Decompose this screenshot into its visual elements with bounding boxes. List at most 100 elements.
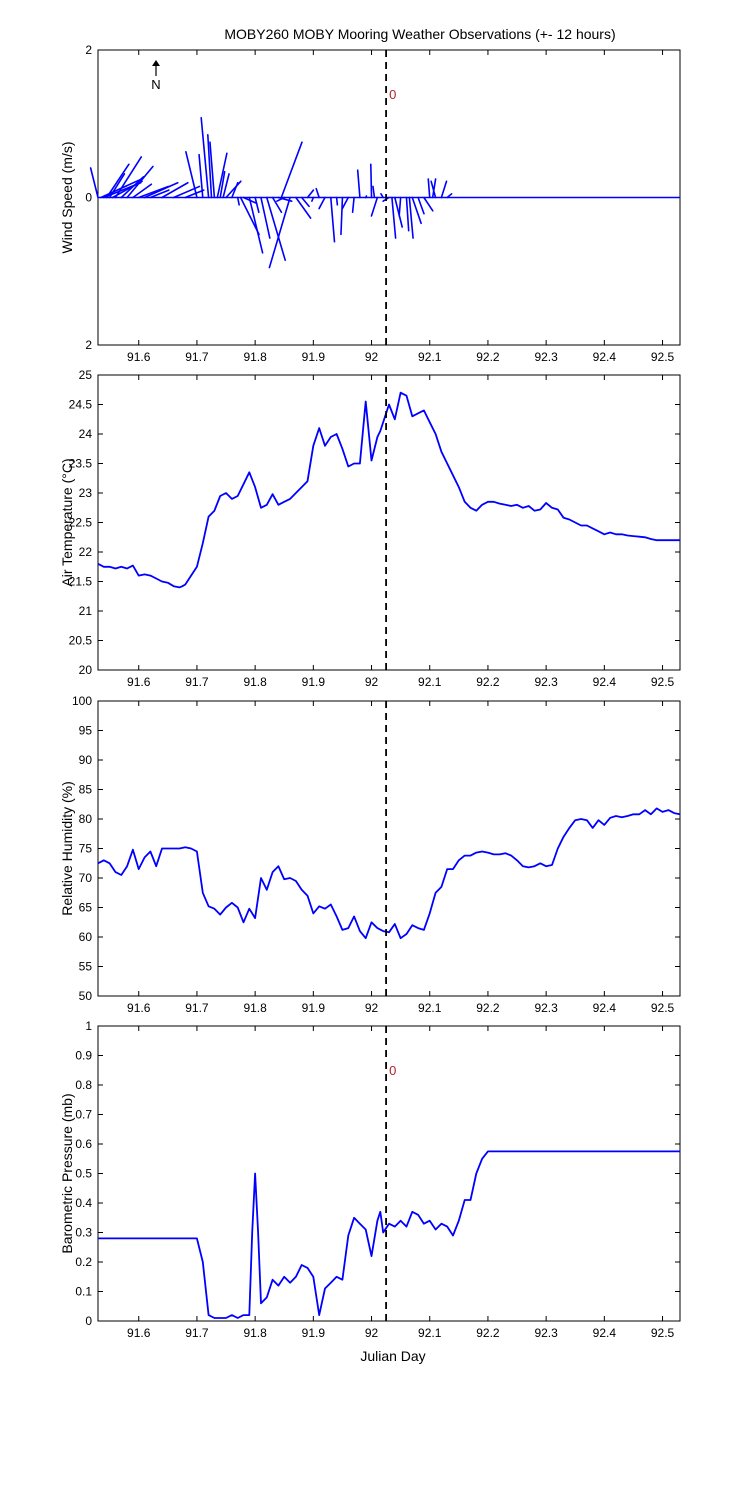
wind-stick: [417, 196, 425, 215]
x-tick-label: 91.9: [302, 1001, 326, 1015]
x-tick-label: 91.7: [185, 1326, 209, 1340]
wind-stick: [341, 196, 350, 210]
wind-stick: [423, 196, 434, 212]
wind-stick: [185, 150, 198, 199]
x-tick-label: 92.2: [476, 350, 500, 364]
wind-stick: [114, 156, 143, 199]
wind-stick: [137, 185, 170, 199]
panel-relative-humidity: 91.6 91.7 91.8 91.9 92 92.1 92.2 92.3 92.4 92.5 50…: [59, 694, 681, 1015]
wind-stick: [380, 193, 384, 199]
wind-stick: [260, 196, 271, 239]
panel-barometric-pressure: 91.6 91.7 91.8 91.9 92 92.1 92.2 92.3 92.4 92.5 0 0…: [59, 1019, 681, 1340]
wind-stick: [430, 180, 437, 199]
y-tick-label: 0.4: [75, 1196, 92, 1210]
wind-stick: [431, 178, 437, 199]
panels: 91.6 91.7 91.8 91.9 92 92.1 92.2 92.3 92.4 92.520…: [59, 43, 681, 1340]
x-tick-label: 92.2: [476, 1326, 500, 1340]
x-tick-label: 91.7: [185, 1001, 209, 1015]
y-tick-label: 21.5: [69, 575, 93, 589]
y-tick-label: 0.9: [75, 1049, 92, 1063]
x-tick-label: 91.6: [127, 1001, 151, 1015]
wind-stick: [105, 163, 130, 199]
y-tick-label: 22: [79, 545, 93, 559]
wind-stick: [198, 153, 204, 199]
x-tick-label: 92.4: [593, 675, 617, 689]
series-line: [97, 807, 681, 940]
x-tick-label: 92.5: [651, 1326, 675, 1340]
y-tick-label: 2: [85, 43, 92, 57]
axes-box: [97, 374, 681, 671]
y-tick-label: 70: [79, 871, 93, 885]
y-tick-label: 21: [79, 604, 93, 618]
series-line: [97, 391, 680, 589]
x-tick-label: 91.7: [185, 675, 209, 689]
wind-stick: [408, 196, 414, 239]
y-tick-label: 85: [79, 783, 93, 797]
x-tick-label: 91.9: [302, 675, 326, 689]
y-tick-label: 0.7: [75, 1108, 92, 1122]
wind-stick: [236, 196, 240, 206]
y-tick-label: 1: [85, 1019, 92, 1033]
wind-stick: [446, 193, 453, 199]
x-tick-label: 91.8: [243, 1326, 267, 1340]
wind-stick: [209, 141, 216, 199]
x-tick-label: 92.2: [476, 675, 500, 689]
y-tick-label: 80: [79, 812, 93, 826]
y-tick-label: 50: [79, 989, 93, 1003]
x-tick-label: 92.4: [593, 350, 617, 364]
wind-stick: [254, 196, 260, 214]
y-tick-label: 24.5: [69, 398, 93, 412]
wind-stick: [216, 152, 228, 199]
y-tick-label: 0.1: [75, 1285, 92, 1299]
x-tick-label: 91.8: [243, 350, 267, 364]
wind-stick: [440, 180, 448, 199]
panel-wind-speed: 91.6 91.7 91.8 91.9 92 92.1 92.2 92.3 92.4 92.5 2 0…: [59, 43, 681, 364]
wind-stick: [394, 196, 403, 228]
x-tick-label: 92.3: [534, 1001, 558, 1015]
wind-stick: [276, 196, 286, 202]
x-tick-label: 92.1: [418, 1001, 442, 1015]
y-tick-label: 55: [79, 960, 93, 974]
wind-stick: [271, 196, 283, 214]
wind-stick: [370, 196, 379, 217]
y-axis-label: Wind Speed (m/s): [59, 141, 75, 253]
x-tick-label: 92.1: [418, 1326, 442, 1340]
wind-stick: [126, 165, 154, 199]
x-tick-label: 92.5: [651, 1001, 675, 1015]
x-tick-label: 92: [365, 1001, 379, 1015]
y-tick-label: 0.5: [75, 1167, 92, 1181]
x-tick-label: 91.9: [302, 350, 326, 364]
wind-stick: [132, 183, 153, 199]
x-tick-label: 91.8: [243, 675, 267, 689]
north-label: N: [151, 77, 160, 92]
wind-stick: [340, 196, 344, 236]
wind-stick: [120, 176, 145, 199]
y-tick-label: 20: [79, 663, 93, 677]
wind-stick: [364, 195, 368, 199]
wind-stick: [372, 185, 376, 199]
x-tick-label: 91.7: [185, 350, 209, 364]
y-tick-label: 90: [79, 753, 93, 767]
wind-stick: [391, 196, 397, 239]
wind-stick: [311, 196, 315, 202]
y-tick-label: 65: [79, 901, 93, 915]
time-marker-label: 0: [389, 87, 396, 102]
x-tick-label: 92.5: [651, 350, 675, 364]
wind-stick: [222, 173, 230, 199]
x-tick-label: 92.4: [593, 1326, 617, 1340]
y-tick-label: 95: [79, 724, 93, 738]
x-tick-label: 92: [365, 350, 379, 364]
panel-air-temperature: 91.6 91.7 91.8 91.9 92 92.1 92.2 92.3 92.4 92.5 20…: [59, 368, 681, 689]
wind-stick: [268, 196, 291, 269]
wind-stick: [207, 134, 213, 199]
wind-stick: [370, 163, 373, 199]
wind-stick: [351, 196, 355, 214]
wind-stick: [161, 181, 189, 199]
y-tick-label: 0: [85, 1314, 92, 1328]
wind-stick: [300, 196, 310, 208]
wind-stick: [280, 141, 303, 199]
wind-stick: [398, 196, 402, 217]
x-tick-label: 91.8: [243, 1001, 267, 1015]
y-tick-label: 100: [72, 694, 92, 708]
